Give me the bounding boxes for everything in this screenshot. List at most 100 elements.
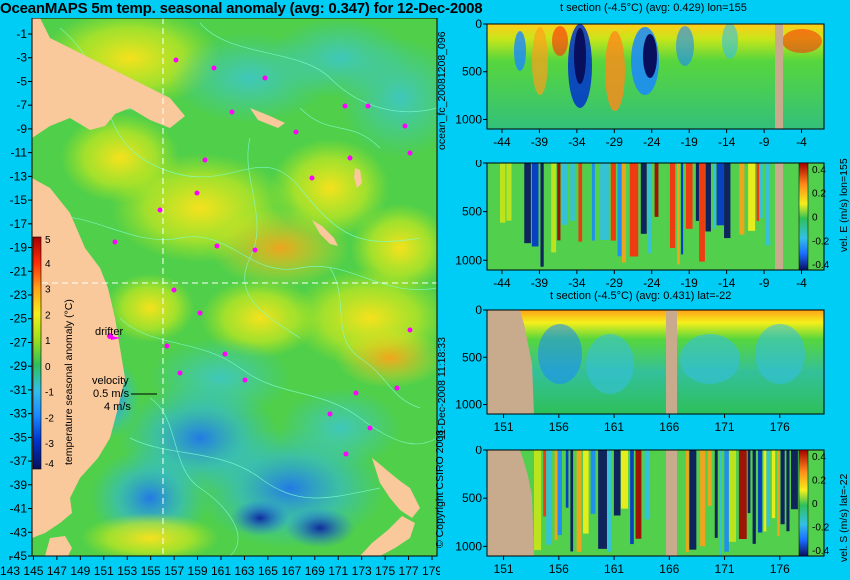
velocity-stripe: [644, 450, 650, 520]
velocity-label: velocity: [92, 375, 129, 387]
x-tick-label: 166: [659, 420, 679, 434]
x-tick-label: -14: [718, 135, 736, 149]
lon-tick-label: 143: [0, 564, 20, 578]
colorbar-tick-label: -4: [45, 459, 54, 470]
lon-vel-frame: [486, 162, 825, 271]
lat-tick-label: -45: [10, 549, 28, 563]
velocity-stripe: [756, 163, 760, 221]
velocity-stripe: [714, 450, 718, 538]
map-frame: [31, 18, 438, 557]
bathymetry-contours: [39, 22, 437, 556]
velocity-stripe: [576, 450, 582, 552]
velocity-stripe: [728, 450, 737, 542]
velocity-stripe: [551, 163, 557, 253]
lon-temp-section: 0 500 1000 -44 -39 -34 -29 -24 -19 -14 -9 -4: [455, 17, 825, 149]
velocity-stripe: [685, 450, 689, 553]
drifter-label: drifter: [95, 326, 123, 338]
anomaly-colorbar: [32, 236, 42, 470]
colorbar-tick-label: 2: [45, 310, 51, 321]
lat-vel-stripes: [534, 450, 798, 556]
lon-tick-label: 157: [164, 564, 184, 578]
velocity-stripe: [583, 450, 589, 534]
velocity-stripe: [724, 163, 731, 239]
velocity-stripe: [613, 450, 621, 516]
x-tick-label: 176: [770, 562, 790, 576]
lat-tick-label: -3: [16, 51, 27, 65]
x-tick-label: 156: [549, 420, 569, 434]
velocity-stripe: [780, 450, 785, 525]
depth-tick-label: 500: [462, 491, 482, 505]
velocity-stripe: [629, 163, 639, 257]
new-zealand-north-land: [372, 458, 420, 518]
lon-tick-label: 151: [94, 564, 114, 578]
vel-s-colorbar-ticks: 0.4 0.2 0 -0.2 -0.4: [812, 452, 830, 557]
velocity-stripe: [765, 163, 771, 246]
lon-tick-label: 159: [188, 564, 208, 578]
x-tick-label: 151: [494, 420, 514, 434]
anomaly-blobs: [40, 18, 437, 556]
velocity-stripe: [748, 163, 756, 231]
vel-colorbar-tick-label: 0.4: [812, 165, 826, 176]
lon-vel-section: 0.4 0.2 0 -0.2 -0.4 0 500 1000 -44 -39 -34 -29 -24…: [455, 160, 830, 290]
velocity-stripe: [724, 450, 729, 552]
vel-e-colorbar: [798, 162, 809, 271]
depth-tick-label: 0: [475, 17, 482, 31]
depth-tick-label: 1000: [455, 539, 482, 553]
velocity-stripe: [685, 163, 693, 229]
velocity-stripe: [578, 163, 583, 242]
lon-section-frame: [486, 23, 825, 130]
colorbar-label: temperature seasonal anomaly (°C): [63, 299, 75, 465]
vel-colorbar-tick-label: 0: [812, 499, 818, 510]
velocity-stripe: [546, 450, 552, 545]
lat-tick-label: -23: [10, 288, 28, 302]
lon-section-title: t section (-4.5°C) (avg: 0.429) lon=155: [560, 2, 747, 14]
x-tick-label: -29: [606, 276, 624, 290]
vel-colorbar-tick-label: 0.4: [812, 452, 826, 463]
lon-section-land: [775, 24, 783, 129]
depth-tick-label: 0: [475, 446, 482, 457]
velocity-stripe: [600, 163, 609, 240]
velocity-stripe: [583, 163, 590, 258]
lon-section-x-ticks: -44 -39 -34 -29 -24 -19 -14 -9 -4: [493, 129, 807, 149]
lat-tick-label: -35: [10, 430, 28, 444]
x-tick-label: -34: [568, 276, 586, 290]
velocity-scale-label-2: 4 m/s: [104, 401, 131, 413]
lon-vel-x-ticks: -44 -39 -34 -29 -24 -19 -14 -9 -4: [493, 270, 807, 290]
vel-s-colorbar: [798, 449, 809, 557]
vel-colorbar-tick-label: 0.2: [812, 189, 826, 200]
vel-colorbar-tick-label: 0: [812, 213, 818, 224]
velocity-stripe: [759, 163, 763, 219]
lat-tick-label: -39: [10, 478, 28, 492]
colorbar-tick-label: 0: [45, 362, 51, 373]
lon-vel-stripes: [500, 163, 780, 268]
lat-vel-x-ticks: 151 156 161 166 171 176: [494, 556, 790, 576]
vel-e-colorbar-ticks: 0.4 0.2 0 -0.2 -0.4: [812, 165, 830, 271]
papua-new-guinea-land: [32, 18, 185, 138]
velocity-stripe: [651, 450, 660, 547]
vel-e-label: vel. E (m/s) lon=155: [838, 158, 850, 252]
colorbar-tick-label: 1: [45, 336, 51, 347]
lon-tick-label: 177: [399, 564, 419, 578]
lat-tick-label: -17: [10, 217, 28, 231]
new-zealand-south-land: [360, 516, 415, 556]
x-tick-label: -19: [681, 135, 699, 149]
lon-temp-features: [514, 23, 822, 111]
depth-tick-label: 500: [462, 65, 482, 79]
lat-tick-label: -27: [10, 335, 28, 349]
depth-tick-label: 0: [475, 304, 482, 317]
x-tick-label: -39: [531, 135, 549, 149]
velocity-stripe: [648, 163, 652, 254]
lon-vel-depth-ticks: 0 500 1000: [455, 160, 487, 267]
x-tick-label: -4: [796, 135, 807, 149]
lon-tick-label: 147: [47, 564, 67, 578]
velocity-stripe: [620, 450, 629, 509]
velocity-stripe: [617, 163, 622, 257]
lat-tick-label: -21: [10, 264, 28, 278]
solomon-land: [250, 108, 285, 128]
vel-colorbar-tick-label: 0.2: [812, 475, 826, 486]
velocity-stripe: [531, 163, 539, 247]
velocity-stripe: [659, 163, 666, 222]
lon-tick-label: 145: [23, 564, 43, 578]
colorbar-ticks: 5 4 3 2 1 0 -1 -2 -3 -4: [45, 235, 54, 470]
colorbar-tick-label: -2: [45, 413, 54, 424]
